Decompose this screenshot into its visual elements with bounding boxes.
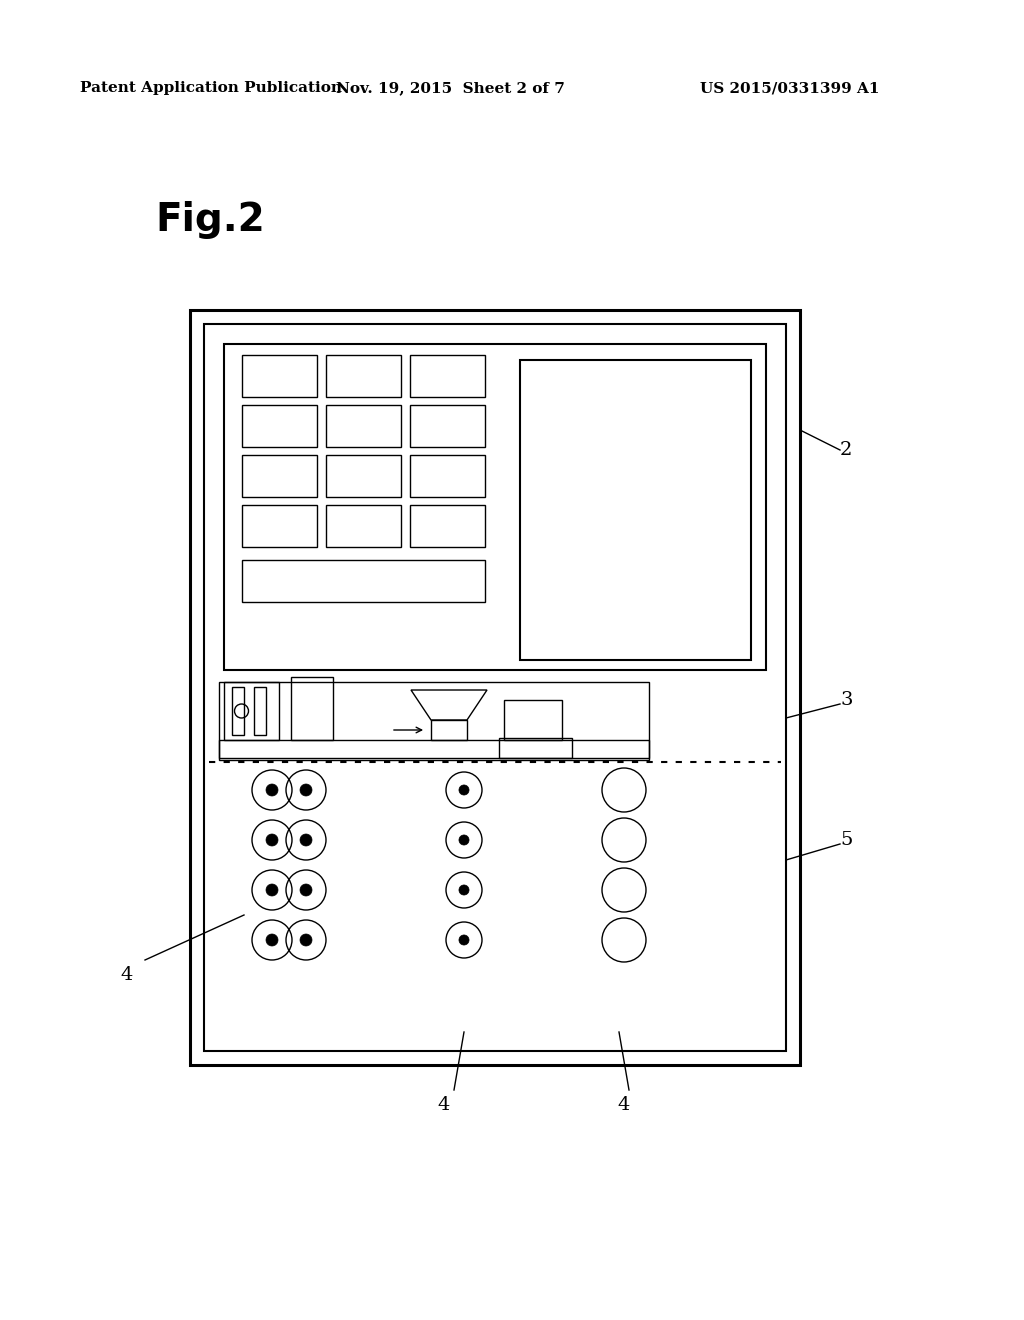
Bar bbox=[242, 506, 317, 546]
Circle shape bbox=[459, 836, 469, 845]
Text: 4: 4 bbox=[617, 1096, 630, 1114]
Bar bbox=[242, 405, 317, 447]
Circle shape bbox=[300, 834, 312, 846]
Text: US 2015/0331399 A1: US 2015/0331399 A1 bbox=[700, 81, 880, 95]
Bar bbox=[190, 310, 800, 1065]
Bar bbox=[431, 719, 467, 741]
Circle shape bbox=[266, 884, 278, 896]
Bar bbox=[242, 455, 317, 498]
Bar bbox=[326, 355, 401, 397]
Bar bbox=[410, 455, 485, 498]
Bar bbox=[254, 686, 266, 735]
Text: 5: 5 bbox=[840, 832, 852, 849]
Circle shape bbox=[300, 884, 312, 896]
Text: 2: 2 bbox=[840, 441, 852, 459]
Bar bbox=[232, 686, 244, 735]
Bar bbox=[410, 355, 485, 397]
Circle shape bbox=[459, 884, 469, 895]
Text: 3: 3 bbox=[840, 690, 853, 709]
Bar bbox=[504, 700, 562, 741]
Bar bbox=[520, 360, 751, 660]
Bar bbox=[410, 506, 485, 546]
Bar bbox=[224, 345, 766, 671]
Circle shape bbox=[459, 785, 469, 795]
Text: Nov. 19, 2015  Sheet 2 of 7: Nov. 19, 2015 Sheet 2 of 7 bbox=[336, 81, 564, 95]
Bar bbox=[242, 560, 485, 602]
Bar bbox=[326, 455, 401, 498]
Text: 4: 4 bbox=[438, 1096, 451, 1114]
Bar bbox=[326, 506, 401, 546]
Circle shape bbox=[266, 834, 278, 846]
Text: Fig.2: Fig.2 bbox=[155, 201, 265, 239]
Bar bbox=[204, 323, 786, 1051]
Bar bbox=[499, 738, 572, 758]
Bar bbox=[219, 741, 649, 758]
Text: Patent Application Publication: Patent Application Publication bbox=[80, 81, 342, 95]
Bar bbox=[224, 682, 279, 741]
Text: 4: 4 bbox=[120, 966, 132, 983]
Bar bbox=[291, 677, 333, 741]
Circle shape bbox=[266, 784, 278, 796]
Bar bbox=[410, 405, 485, 447]
Circle shape bbox=[266, 935, 278, 946]
Circle shape bbox=[459, 935, 469, 945]
Circle shape bbox=[300, 935, 312, 946]
Bar bbox=[219, 682, 649, 760]
Bar bbox=[326, 405, 401, 447]
Circle shape bbox=[300, 784, 312, 796]
Bar bbox=[242, 355, 317, 397]
